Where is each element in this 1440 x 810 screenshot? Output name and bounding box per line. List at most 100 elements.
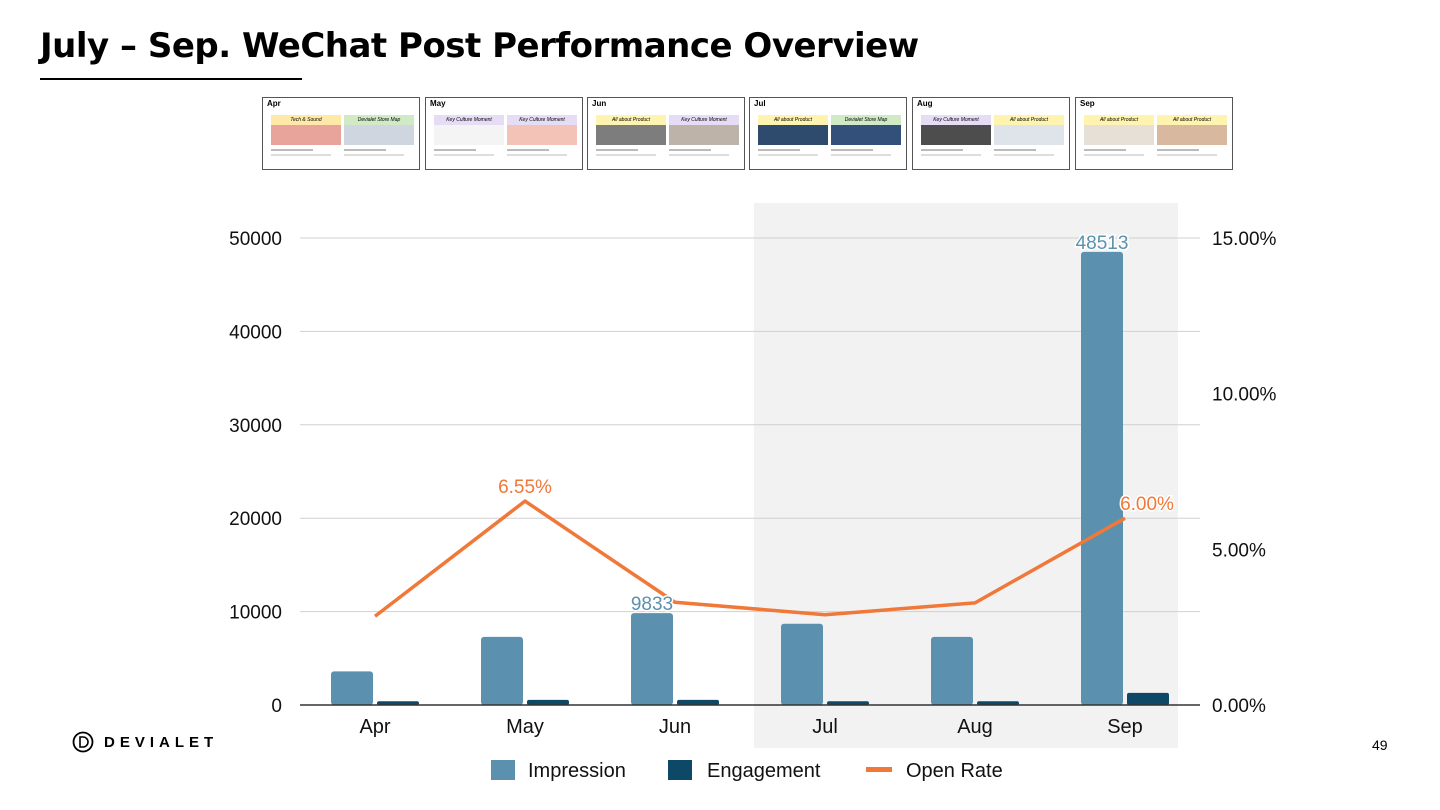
thumbnail-image bbox=[994, 125, 1064, 145]
legend-label-open-rate: Open Rate bbox=[906, 760, 1003, 782]
legend-swatch-impression bbox=[491, 760, 515, 780]
thumbnail-post-card: All about Product bbox=[1084, 115, 1154, 163]
thumbnail-tag: All about Product bbox=[1084, 115, 1154, 125]
thumbnail-image bbox=[1084, 125, 1154, 145]
thumbnail-post-card: Key Culture Moment bbox=[921, 115, 991, 163]
thumbnail-tag: Devialet Store Map bbox=[344, 115, 414, 125]
thumbnail-text-line bbox=[669, 154, 729, 156]
data-label: 6.00% bbox=[1120, 494, 1174, 515]
thumbnail-month-label: Apr bbox=[267, 99, 281, 108]
y-left-tick-label: 10000 bbox=[229, 603, 282, 624]
bar-engagement bbox=[677, 699, 719, 705]
thumbnail-tag: Key Culture Moment bbox=[507, 115, 577, 125]
thumbnail-image bbox=[507, 125, 577, 145]
thumbnail-text-line bbox=[1157, 149, 1199, 151]
thumbnail-image bbox=[921, 125, 991, 145]
bar-impression bbox=[481, 636, 523, 705]
legend-label-engagement: Engagement bbox=[707, 760, 821, 782]
thumbnail-tag: All about Product bbox=[758, 115, 828, 125]
thumbnail-image bbox=[758, 125, 828, 145]
thumbnail-text-line bbox=[1157, 154, 1217, 156]
thumbnail-post-card: All about Product bbox=[596, 115, 666, 163]
thumbnail-text-line bbox=[344, 149, 386, 151]
thumbnail-text-line bbox=[507, 154, 567, 156]
thumbnail-text-line bbox=[831, 149, 873, 151]
y-left-tick-label: 50000 bbox=[229, 229, 282, 250]
legend-swatch-engagement bbox=[668, 760, 692, 780]
thumbnail-text-line bbox=[434, 149, 476, 151]
thumbnail-month-label: May bbox=[430, 99, 446, 108]
thumbnail-post-card: Key Culture Moment bbox=[434, 115, 504, 163]
bar-engagement bbox=[977, 701, 1019, 705]
thumbnail-image bbox=[434, 125, 504, 145]
thumbnail-text-line bbox=[344, 154, 404, 156]
bar-engagement bbox=[527, 699, 569, 705]
thumbnail-text-line bbox=[596, 154, 656, 156]
thumbnail-image bbox=[596, 125, 666, 145]
y-left-tick-label: 30000 bbox=[229, 416, 282, 437]
thumbnail-text-line bbox=[669, 149, 711, 151]
thumbnail-post-card: Devialet Store Map bbox=[831, 115, 901, 163]
bar-impression bbox=[1081, 251, 1123, 705]
y-right-tick-label: 10.00% bbox=[1212, 385, 1277, 406]
data-label: 9833 bbox=[631, 594, 673, 615]
title-underline bbox=[40, 78, 302, 80]
page-number: 49 bbox=[1372, 737, 1388, 753]
bar-impression bbox=[631, 613, 673, 705]
thumbnail-text-line bbox=[507, 149, 549, 151]
bar-impression bbox=[931, 636, 973, 705]
thumbnail-sep: Sep All about Product All about Product bbox=[1075, 97, 1233, 170]
thumbnail-post-card: All about Product bbox=[758, 115, 828, 163]
thumbnail-month-label: Sep bbox=[1080, 99, 1095, 108]
thumbnail-may: May Key Culture Moment Key Culture Moment bbox=[425, 97, 583, 170]
thumbnail-post-card: Devialet Store Map bbox=[344, 115, 414, 163]
bar-impression bbox=[331, 671, 373, 705]
thumbnail-tag: Devialet Store Map bbox=[831, 115, 901, 125]
thumbnail-month-label: Aug bbox=[917, 99, 933, 108]
thumbnail-jun: Jun All about Product Key Culture Moment bbox=[587, 97, 745, 170]
x-tick-label: Jul bbox=[812, 716, 838, 738]
thumbnail-text-line bbox=[921, 149, 963, 151]
legend-swatch-open-rate bbox=[866, 767, 892, 772]
bar-impression bbox=[781, 623, 823, 705]
thumbnail-image bbox=[344, 125, 414, 145]
thumbnail-post-card: All about Product bbox=[1157, 115, 1227, 163]
y-right-tick-label: 5.00% bbox=[1212, 540, 1266, 561]
thumbnail-tag: All about Product bbox=[596, 115, 666, 125]
thumbnail-post-card: Tech & Sound bbox=[271, 115, 341, 163]
legend-label-impression: Impression bbox=[528, 760, 626, 782]
thumbnail-post-card: Key Culture Moment bbox=[507, 115, 577, 163]
thumbnail-aug: Aug Key Culture Moment All about Product bbox=[912, 97, 1070, 170]
thumbnail-tag: Key Culture Moment bbox=[921, 115, 991, 125]
thumbnail-text-line bbox=[1084, 154, 1144, 156]
x-tick-label: Aug bbox=[957, 716, 993, 738]
devialet-logo-icon bbox=[72, 731, 94, 753]
x-tick-label: Sep bbox=[1107, 716, 1143, 738]
data-label: 6.55% bbox=[498, 477, 552, 498]
x-tick-label: Apr bbox=[359, 716, 390, 738]
thumbnail-image bbox=[831, 125, 901, 145]
y-right-tick-label: 15.00% bbox=[1212, 229, 1277, 250]
line-open-rate bbox=[373, 499, 1126, 618]
thumbnail-text-line bbox=[758, 149, 800, 151]
thumbnail-tag: Tech & Sound bbox=[271, 115, 341, 125]
thumbnail-text-line bbox=[271, 149, 313, 151]
x-tick-label: Jun bbox=[659, 716, 691, 738]
thumbnail-image bbox=[669, 125, 739, 145]
y-left-tick-label: 40000 bbox=[229, 322, 282, 343]
thumbnail-post-card: All about Product bbox=[994, 115, 1064, 163]
thumbnail-text-line bbox=[994, 149, 1036, 151]
thumbnail-month-label: Jun bbox=[592, 99, 607, 108]
thumbnail-tag: All about Product bbox=[1157, 115, 1227, 125]
thumbnail-tag: Key Culture Moment bbox=[669, 115, 739, 125]
thumbnail-jul: Jul All about Product Devialet Store Map bbox=[749, 97, 907, 170]
thumbnail-text-line bbox=[921, 154, 981, 156]
thumbnail-text-line bbox=[271, 154, 331, 156]
y-left-tick-label: 20000 bbox=[229, 509, 282, 530]
thumbnail-text-line bbox=[596, 149, 638, 151]
x-tick-label: May bbox=[506, 716, 544, 738]
slide-title: July – Sep. WeChat Post Performance Over… bbox=[40, 26, 919, 66]
bar-engagement bbox=[1127, 692, 1169, 705]
y-right-tick-label: 0.00% bbox=[1212, 696, 1266, 717]
